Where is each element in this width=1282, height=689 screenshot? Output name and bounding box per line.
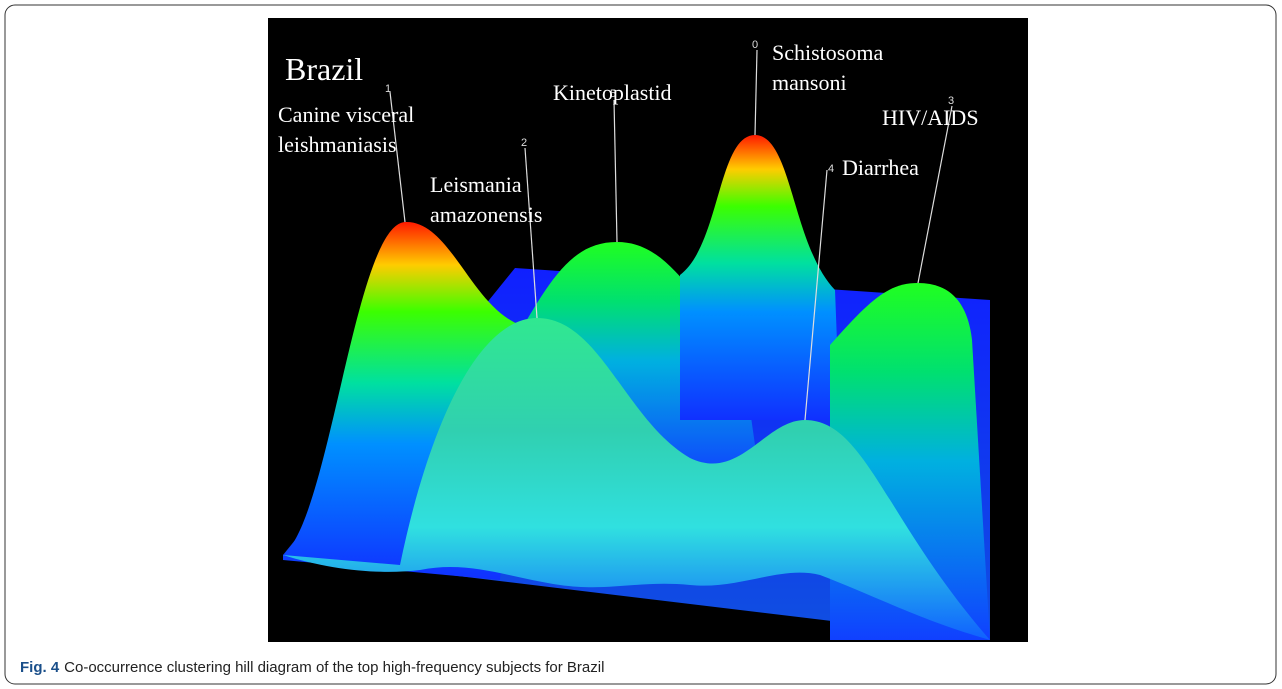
leader-line: [524, 147, 538, 319]
peak-number: 4: [828, 163, 834, 175]
peak-label: mansoni: [772, 70, 847, 95]
peak-number: 0: [752, 39, 758, 51]
peak-label: amazonensis: [430, 202, 542, 227]
leader-line: [613, 99, 618, 243]
caption-text: Co-occurrence clustering hill diagram of…: [64, 659, 604, 676]
hill: [283, 318, 990, 640]
peak-label: Diarrhea: [842, 155, 919, 180]
leader-line: [389, 91, 406, 223]
hill: [680, 135, 840, 420]
leader-line: [917, 105, 953, 284]
peak-number: 2: [521, 137, 527, 149]
leader-line: [804, 169, 828, 421]
peak-label: Kinetoplastid: [553, 80, 672, 105]
peak-label: Schistosoma: [772, 40, 883, 65]
leader-line: [754, 49, 758, 136]
peak-label: leishmaniasis: [278, 132, 397, 157]
figure-title: Brazil: [285, 51, 363, 87]
peak-number: 3: [948, 95, 954, 107]
caption-number: Fig. 4: [20, 659, 60, 676]
caption: Fig. 4 Co-occurrence clustering hill diag…: [20, 659, 604, 676]
peak-number: 1: [385, 83, 391, 95]
peak-label: Canine visceral: [278, 102, 414, 127]
peak-label: HIV/AIDS: [882, 105, 979, 130]
peak-label: Leismania: [430, 172, 522, 197]
peak-number: 5: [610, 88, 616, 100]
